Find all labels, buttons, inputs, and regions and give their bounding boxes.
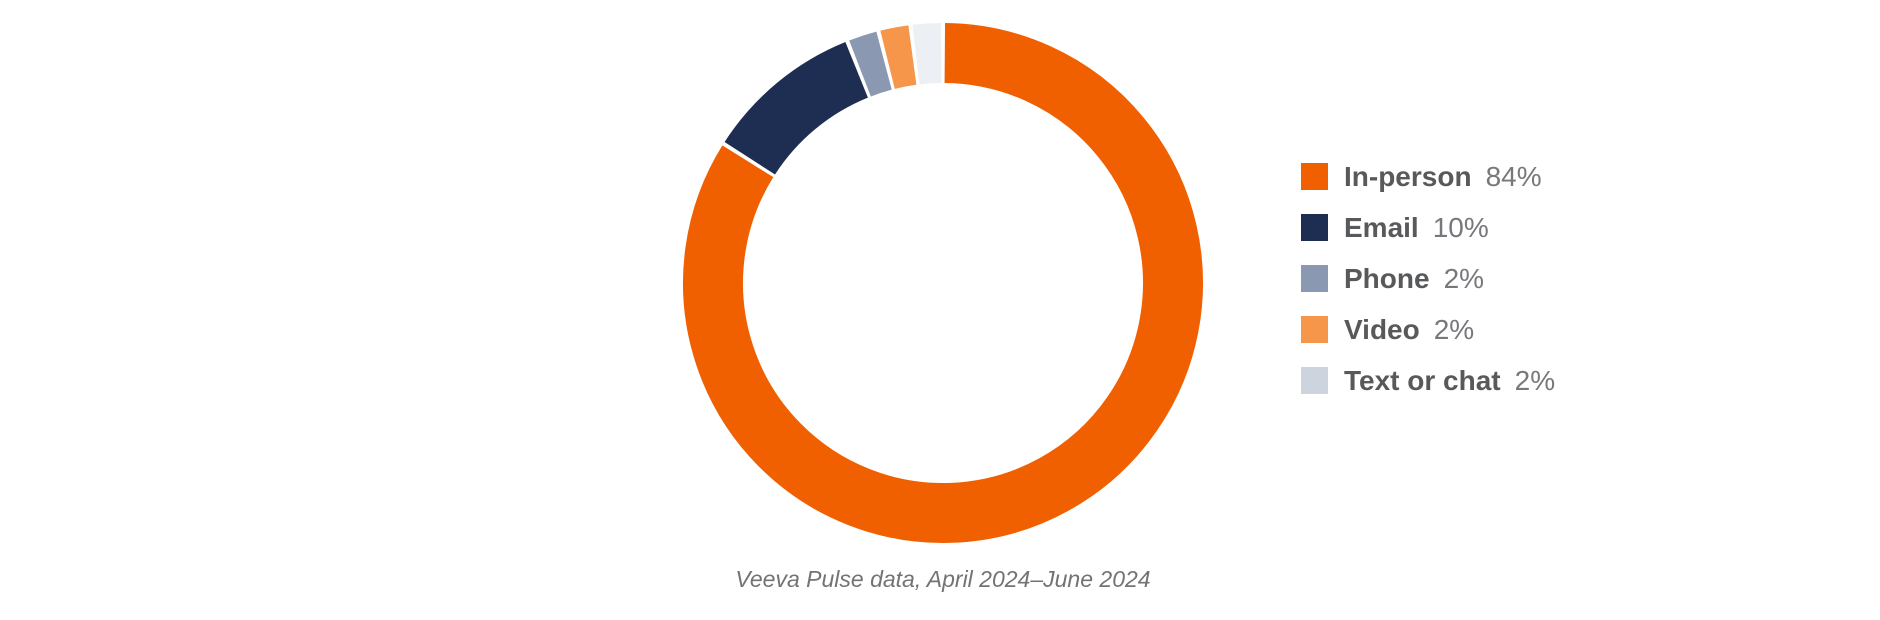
- legend-value: 2%: [1443, 262, 1485, 294]
- donut-segment-video: [880, 25, 917, 89]
- legend-item-email: Email 10%: [1301, 211, 1555, 243]
- legend-item-video: Video 2%: [1301, 313, 1555, 345]
- donut-segment-text-or-chat: [912, 23, 942, 85]
- legend-swatch-email: [1301, 214, 1328, 241]
- legend-value: 2%: [1433, 313, 1475, 345]
- donut-chart: [673, 13, 1213, 553]
- legend-label: Phone: [1344, 262, 1430, 294]
- legend-swatch-video: [1301, 316, 1328, 343]
- legend-label: Email: [1344, 211, 1419, 243]
- donut-segment-in-person: [683, 23, 1203, 543]
- legend-swatch-phone: [1301, 265, 1328, 292]
- legend-value: 2%: [1514, 364, 1556, 396]
- legend-value: 10%: [1432, 211, 1489, 243]
- donut-segment-phone: [849, 31, 893, 97]
- legend-swatch-in-person: [1301, 163, 1328, 190]
- legend-swatch-text-or-chat: [1301, 367, 1328, 394]
- legend-label: Text or chat: [1344, 364, 1501, 396]
- chart-caption: Veeva Pulse data, April 2024–June 2024: [735, 566, 1151, 592]
- legend-item-in-person: In-person 84%: [1301, 160, 1555, 192]
- chart-legend: In-person 84% Email 10% Phone 2% Video 2…: [1301, 160, 1556, 418]
- donut-chart-svg: [683, 23, 1203, 543]
- legend-label: In-person: [1344, 160, 1472, 192]
- donut-segment-email: [724, 42, 869, 176]
- legend-label: Video: [1344, 313, 1420, 345]
- legend-item-text-or-chat: Text or chat 2%: [1301, 364, 1556, 396]
- legend-value: 84%: [1485, 160, 1542, 192]
- legend-item-phone: Phone 2%: [1301, 262, 1555, 294]
